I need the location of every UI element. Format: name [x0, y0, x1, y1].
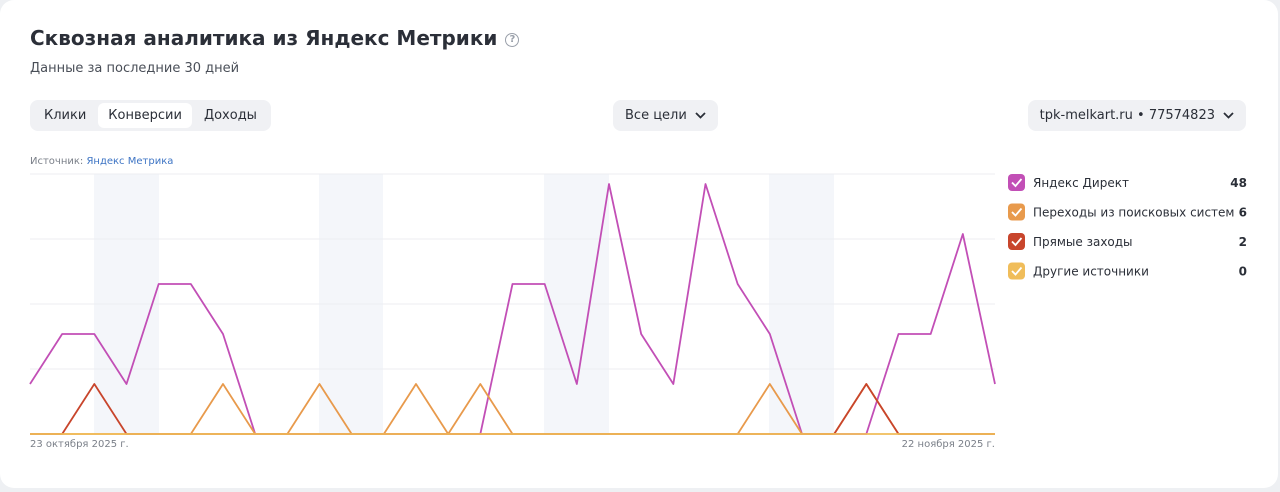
counter-dropdown[interactable]: tpk-melkart.ru • 77574823: [1027, 100, 1246, 131]
title: Сквозная аналитика из Яндекс Метрики?: [30, 26, 520, 50]
x-tick-label: 23 октября 2025 г.: [30, 439, 129, 450]
series-line: [29, 183, 996, 435]
dropdown-label: Все цели: [625, 108, 687, 123]
legend-label: Прямые заходы: [1033, 235, 1133, 249]
dropdown-label: tpk-melkart.ru • 77574823: [1039, 108, 1215, 123]
tab[interactable]: Конверсии: [98, 103, 192, 128]
chevron: [695, 112, 706, 119]
legend-total: 48: [1230, 176, 1247, 190]
legend-label: Переходы из поисковых систем: [1033, 206, 1235, 220]
tab[interactable]: Доходы: [203, 108, 257, 123]
title-text: Сквозная аналитика из Яндекс Метрики: [30, 26, 498, 50]
legend-checkbox: [1008, 262, 1025, 280]
source: Источник: Яндекс Метрика: [30, 156, 173, 167]
goal-dropdown[interactable]: Все цели: [613, 100, 718, 131]
legend-check: [1011, 237, 1023, 247]
legend-check: [1011, 207, 1023, 217]
series-line: [30, 383, 995, 435]
x-tick-label: 22 ноября 2025 г.: [902, 439, 995, 450]
legend-total: 6: [1239, 206, 1247, 220]
legend-label: Другие источники: [1033, 265, 1149, 279]
tab[interactable]: Клики: [44, 108, 87, 123]
legend-total: 0: [1239, 265, 1247, 279]
source-label: Источник:: [30, 156, 84, 167]
tabs: Клики Конверсии Доходы: [30, 100, 271, 131]
source-link[interactable]: Яндекс Метрика: [86, 156, 174, 167]
legend-check: [1011, 178, 1023, 188]
legend-total: 2: [1239, 235, 1247, 249]
subtitle: Данные за последние 30 дней: [30, 61, 240, 76]
legend-checkbox: [1008, 203, 1025, 221]
legend-check: [1011, 266, 1023, 276]
legend-checkbox: [1008, 174, 1025, 191]
legend-label: Яндекс Директ: [1033, 176, 1129, 190]
help-icon[interactable]: ?: [505, 33, 520, 47]
legend-checkbox: [1008, 233, 1025, 250]
chevron: [1223, 112, 1234, 119]
